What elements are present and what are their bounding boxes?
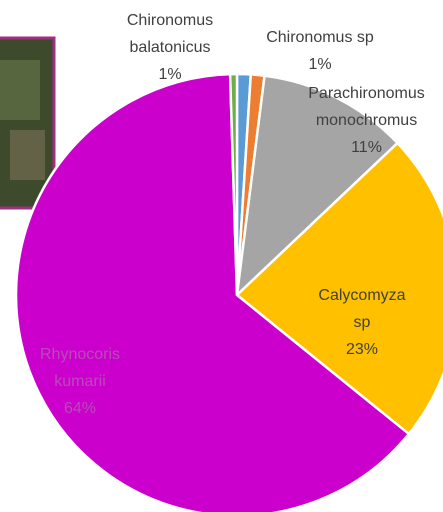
pie-slice	[235, 141, 443, 436]
category-name: Rhynocoris kumarii	[39, 346, 121, 390]
slice-label: Chironomus sp 1%	[235, 24, 405, 78]
photo-detail	[10, 130, 45, 180]
photo-detail	[0, 60, 40, 120]
category-name: Parachironomus monochromus	[308, 85, 425, 129]
category-name: Chironomus balatonicus	[126, 12, 214, 56]
slice-label: Rhynocoris kumarii 64%	[30, 341, 130, 422]
percent-label: 1%	[308, 56, 332, 73]
pie-slice	[235, 74, 400, 299]
pie-slice	[14, 72, 411, 512]
percent-label: 23%	[345, 341, 379, 358]
category-name: Calycomyza sp	[318, 287, 406, 331]
slice-label: Chironomus balatonicus 1%	[110, 7, 230, 88]
pie-slice	[228, 72, 239, 296]
percent-label: 64%	[63, 400, 97, 417]
percent-label: 1%	[158, 66, 182, 83]
slice-label: Calycomyza sp 23%	[312, 282, 412, 363]
slice-label: Parachironomus monochromus 11%	[284, 80, 443, 161]
percent-label: 11%	[351, 139, 382, 156]
category-name: Chironomus sp	[266, 29, 374, 46]
